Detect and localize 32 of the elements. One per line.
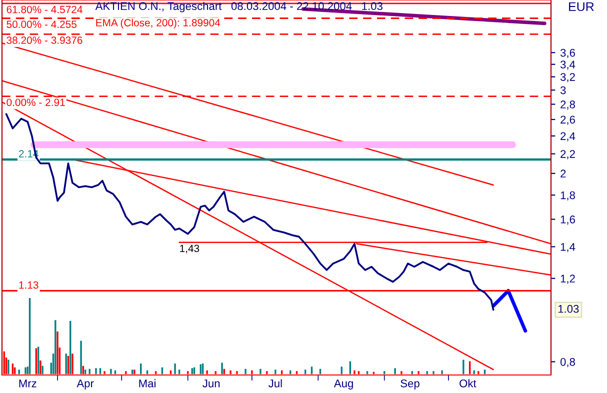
x-tick-label: Okt — [460, 379, 476, 388]
x-tick-label: Jul — [268, 379, 282, 388]
ref-line-label: 1.13 — [19, 281, 38, 289]
annotation: EMA (Close, 200): 1.89904 — [96, 18, 220, 28]
y-tick-label: 1,2 — [560, 274, 575, 284]
y-tick-label: 3,4 — [560, 60, 576, 70]
x-tick-label: Mai — [139, 379, 156, 388]
x-tick-label: Apr — [76, 380, 94, 390]
annotation: 50.00% - 4.255 — [6, 20, 76, 28]
x-tick-label: Mrz — [19, 380, 36, 388]
y-tick-label: 2,4 — [560, 132, 576, 142]
y-tick-label: 3,2 — [560, 73, 575, 82]
text: 1.03 — [558, 304, 579, 313]
annotation: 0.00% - 2.91 — [6, 98, 65, 106]
y-tick-label: 1,6 — [560, 216, 575, 225]
y-tick-label: 2,8 — [560, 100, 575, 110]
y-axis-title: EUR — [569, 2, 594, 12]
y-tick-label: 1,8 — [560, 191, 575, 201]
x-tick-label: Sep — [400, 379, 420, 390]
y-tick-label: 2 — [560, 170, 566, 178]
annotation: 1,43 — [180, 244, 200, 254]
x-tick-label: Aug — [334, 380, 353, 390]
chart-title: AKTIEN O.N., Tageschart 08.03.2004 - 22.10.2004 1.03 — [95, 2, 382, 12]
x-tick-label: Jun — [202, 380, 220, 388]
y-tick-label: 3 — [560, 86, 566, 94]
y-tick-label: 3,6 — [560, 48, 575, 58]
y-tick-label: 2,2 — [560, 150, 575, 160]
y-tick-label: 0,8 — [560, 358, 575, 368]
annotation: 61.80% - 4.5724 — [6, 6, 82, 14]
y-tick-label: 1,4 — [560, 243, 576, 252]
annotation: 38.20% - 3.9376 — [6, 36, 82, 44]
y-tick-label: 2,6 — [560, 116, 575, 125]
